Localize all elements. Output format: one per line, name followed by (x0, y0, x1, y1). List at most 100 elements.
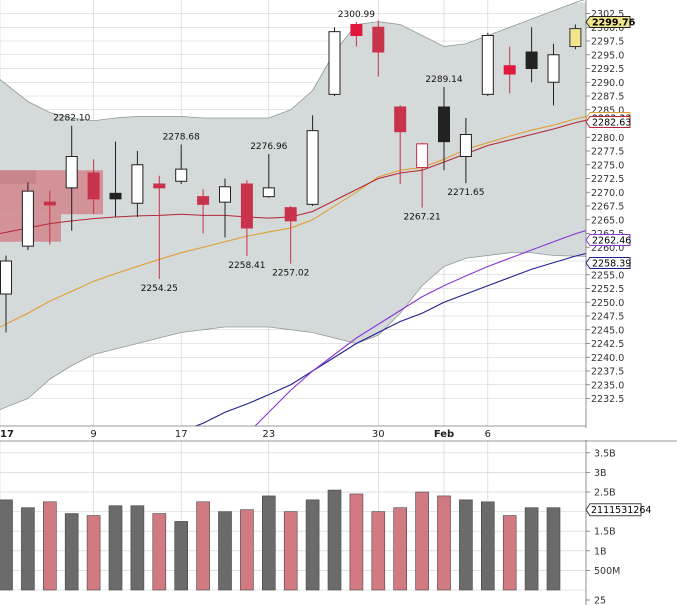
price-y-axis: 2302.5 2300.0 2297.5 2295.0 2292.5 2290.0 2287… (585, 0, 624, 428)
moving-average-long (0, 115, 586, 328)
price-annotation: 2278.68 (163, 133, 200, 143)
price-annotation: 2276.96 (250, 142, 287, 152)
candle (481, 32, 494, 96)
candle-body (0, 260, 12, 295)
candle (394, 105, 407, 184)
candle-body (372, 26, 385, 53)
volume-bar (108, 505, 123, 591)
last-value-text: 2282.63 (592, 118, 631, 129)
candle (21, 182, 34, 250)
last-value-label: 2282.63 (585, 116, 631, 129)
bollinger-lower-line (0, 252, 586, 410)
volume-bar (152, 513, 167, 591)
bollinger-band-fill (0, 2, 586, 410)
price-tick-label: 2300.0 (591, 23, 624, 34)
price-annotation: 2289.14 (425, 75, 462, 85)
price-tick-label: 2245.0 (591, 325, 624, 336)
price-plot-area (0, 0, 586, 426)
candle-body (43, 201, 56, 206)
volume-bar (0, 499, 13, 591)
volume-bar (437, 495, 451, 591)
candle (416, 142, 429, 208)
candle (547, 43, 560, 106)
candle-body (109, 192, 122, 200)
candle (43, 190, 56, 245)
indicator-line-blue (194, 252, 586, 426)
price-tick-label: 2302.5 (591, 9, 624, 20)
price-annotation: 2271.65 (447, 188, 484, 198)
candle-body (219, 186, 231, 203)
price-tick-label: 2242.5 (591, 339, 624, 350)
last-value-label: 2258.39 (585, 257, 631, 270)
volume-bar (327, 489, 342, 591)
candle-body (503, 65, 516, 75)
price-tick-label: 2235.0 (591, 380, 624, 391)
price-tick-label: 2240.0 (591, 353, 624, 364)
volume-bar (174, 521, 188, 591)
volume-tick-label: 500M (594, 566, 620, 577)
price-tick-label: 2297.5 (591, 37, 624, 48)
volume-bar (459, 499, 473, 591)
price-tick-label: 2252.5 (591, 284, 624, 295)
volume-last-value-label: 2111531264 (585, 503, 651, 517)
price-x-tick-label: Feb (434, 429, 454, 440)
candle (65, 125, 78, 231)
candle-body (459, 134, 472, 157)
price-tick-label: 2237.5 (591, 367, 624, 378)
volume-tick-label: 25 (594, 596, 606, 605)
price-tick-label: 2250.0 (591, 298, 624, 309)
price-tick-label: 2265.0 (591, 215, 624, 226)
price-x-tick-label: 23 (262, 429, 275, 440)
price-x-axis: 2017 9 17 23 30 Feb 6 (0, 425, 586, 440)
candle (175, 144, 188, 184)
last-value-label: 2262.46 (585, 234, 631, 247)
volume-profile-bar (0, 170, 103, 215)
price-tick-label: 2295.0 (591, 50, 624, 61)
price-tick-label: 2255.0 (591, 270, 624, 281)
volume-bar (305, 499, 320, 591)
candle-body (240, 183, 253, 229)
price-tick-label: 2287.5 (591, 92, 624, 103)
price-tick-label: 2260.0 (591, 243, 624, 254)
candle (240, 180, 253, 256)
price-tick-label: 2270.0 (591, 188, 624, 199)
indicator-line-purple (254, 229, 586, 426)
price-annotation: 2257.02 (272, 269, 309, 279)
volume-bar (415, 491, 429, 591)
candle (503, 46, 516, 94)
volume-bar (86, 515, 101, 591)
moving-average-short (0, 119, 586, 234)
candle-body (153, 183, 166, 189)
price-x-tick-label: 9 (90, 429, 96, 440)
volume-bar (240, 509, 254, 591)
price-x-tick-label: 2017 (0, 429, 14, 440)
volume-bar (393, 507, 408, 591)
price-x-tick-label: 17 (175, 429, 188, 440)
candle-body (525, 51, 538, 69)
candle-body (175, 168, 188, 182)
candle-body (569, 28, 582, 47)
price-tick-label: 2285.0 (591, 105, 624, 116)
candle-body (438, 106, 450, 143)
last-value-tag (585, 257, 631, 269)
candle (109, 141, 122, 217)
candle-body (284, 207, 297, 222)
candle (350, 21, 363, 47)
candle (438, 86, 450, 171)
volume-bar (480, 501, 495, 591)
volume-tick-label: 3.5B (594, 448, 616, 459)
volume-bar (546, 507, 561, 591)
candle-body (262, 187, 275, 198)
volume-bar (371, 511, 386, 591)
candle (131, 151, 144, 217)
price-tick-label: 2247.5 (591, 312, 624, 323)
candle-body (547, 54, 560, 83)
volume-tick-label: 1B (594, 546, 607, 557)
volume-bar (64, 513, 79, 591)
price-tick-label: 2280.0 (591, 133, 624, 144)
price-tick-label: 2267.5 (591, 202, 624, 213)
candle (328, 27, 341, 96)
